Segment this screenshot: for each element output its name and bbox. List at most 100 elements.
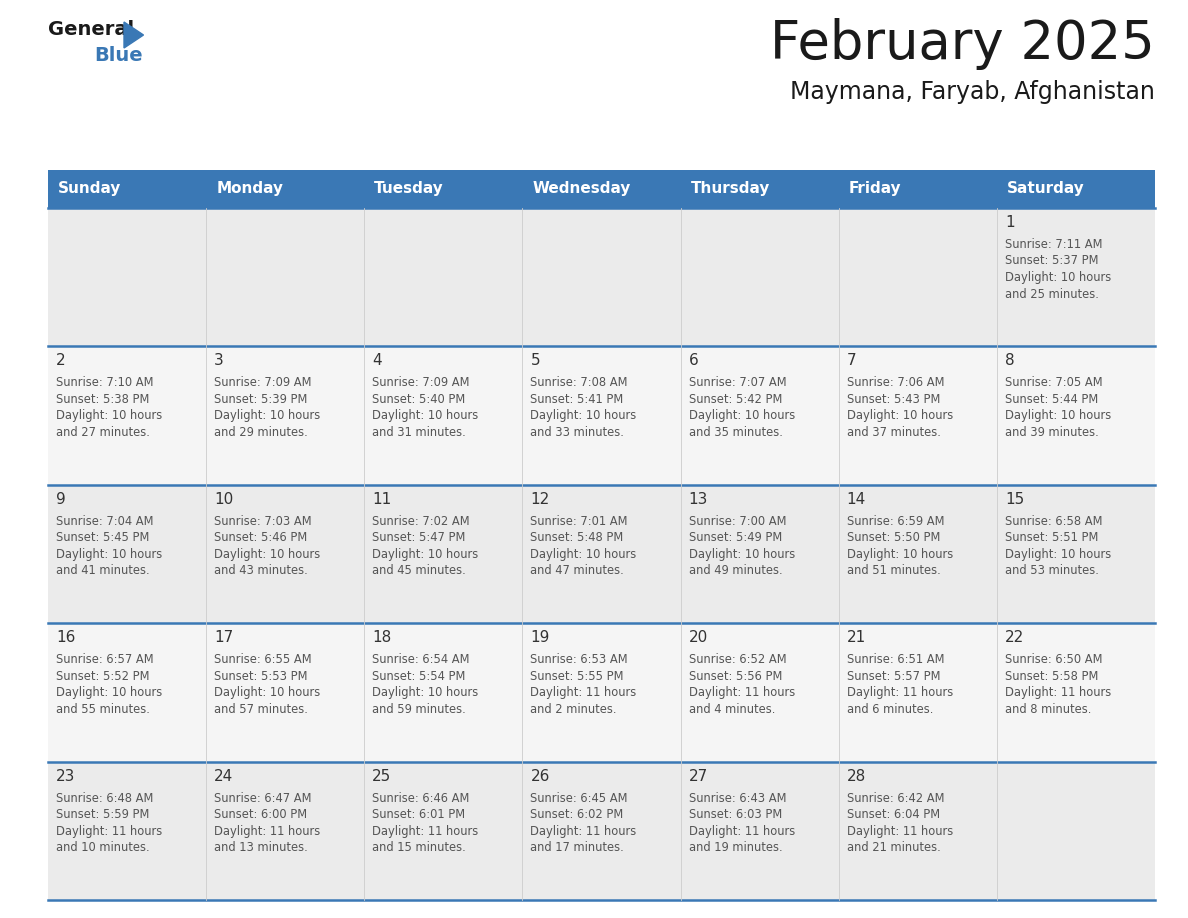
Text: Sunset: 5:37 PM: Sunset: 5:37 PM <box>1005 254 1099 267</box>
Text: 7: 7 <box>847 353 857 368</box>
Text: Sunset: 5:49 PM: Sunset: 5:49 PM <box>689 532 782 544</box>
Text: Sunset: 5:41 PM: Sunset: 5:41 PM <box>530 393 624 406</box>
Text: Daylight: 10 hours: Daylight: 10 hours <box>214 409 321 422</box>
Text: Daylight: 11 hours: Daylight: 11 hours <box>847 824 953 837</box>
Text: Sunrise: 7:10 AM: Sunrise: 7:10 AM <box>56 376 153 389</box>
Text: Sunrise: 6:59 AM: Sunrise: 6:59 AM <box>847 515 944 528</box>
Text: Daylight: 10 hours: Daylight: 10 hours <box>847 409 953 422</box>
Text: Daylight: 11 hours: Daylight: 11 hours <box>372 824 479 837</box>
Text: Daylight: 10 hours: Daylight: 10 hours <box>1005 271 1111 284</box>
Text: Sunset: 5:43 PM: Sunset: 5:43 PM <box>847 393 940 406</box>
Text: Sunrise: 6:46 AM: Sunrise: 6:46 AM <box>372 791 469 804</box>
Text: Sunset: 5:58 PM: Sunset: 5:58 PM <box>1005 670 1098 683</box>
Text: and 29 minutes.: and 29 minutes. <box>214 426 308 439</box>
Text: 20: 20 <box>689 630 708 645</box>
Text: 11: 11 <box>372 492 392 507</box>
Text: 27: 27 <box>689 768 708 784</box>
Text: Daylight: 10 hours: Daylight: 10 hours <box>530 409 637 422</box>
Text: Sunset: 6:03 PM: Sunset: 6:03 PM <box>689 808 782 821</box>
Text: 21: 21 <box>847 630 866 645</box>
Text: Sunset: 5:55 PM: Sunset: 5:55 PM <box>530 670 624 683</box>
Text: and 4 minutes.: and 4 minutes. <box>689 702 775 716</box>
Text: 1: 1 <box>1005 215 1015 230</box>
Text: and 53 minutes.: and 53 minutes. <box>1005 565 1099 577</box>
Text: and 51 minutes.: and 51 minutes. <box>847 565 941 577</box>
Text: Sunset: 5:51 PM: Sunset: 5:51 PM <box>1005 532 1098 544</box>
Text: Sunrise: 6:45 AM: Sunrise: 6:45 AM <box>530 791 628 804</box>
Bar <box>48 485 1155 623</box>
Text: Sunset: 5:57 PM: Sunset: 5:57 PM <box>847 670 940 683</box>
Text: Maymana, Faryab, Afghanistan: Maymana, Faryab, Afghanistan <box>790 80 1155 104</box>
Text: Sunset: 5:47 PM: Sunset: 5:47 PM <box>372 532 466 544</box>
Text: Sunrise: 7:05 AM: Sunrise: 7:05 AM <box>1005 376 1102 389</box>
Text: Daylight: 11 hours: Daylight: 11 hours <box>689 686 795 700</box>
Text: Sunrise: 6:42 AM: Sunrise: 6:42 AM <box>847 791 944 804</box>
Text: and 21 minutes.: and 21 minutes. <box>847 841 941 854</box>
Text: Sunrise: 7:11 AM: Sunrise: 7:11 AM <box>1005 238 1102 251</box>
Polygon shape <box>124 22 144 48</box>
Text: Daylight: 11 hours: Daylight: 11 hours <box>214 824 321 837</box>
Text: and 43 minutes.: and 43 minutes. <box>214 565 308 577</box>
Text: 13: 13 <box>689 492 708 507</box>
Text: Thursday: Thursday <box>690 182 770 196</box>
Text: Sunset: 5:56 PM: Sunset: 5:56 PM <box>689 670 782 683</box>
Text: Sunrise: 6:55 AM: Sunrise: 6:55 AM <box>214 654 311 666</box>
Text: and 35 minutes.: and 35 minutes. <box>689 426 783 439</box>
Text: Daylight: 10 hours: Daylight: 10 hours <box>56 548 163 561</box>
Text: 2: 2 <box>56 353 65 368</box>
Text: and 19 minutes.: and 19 minutes. <box>689 841 782 854</box>
Text: Sunset: 5:45 PM: Sunset: 5:45 PM <box>56 532 150 544</box>
Text: Daylight: 11 hours: Daylight: 11 hours <box>530 824 637 837</box>
Text: Daylight: 11 hours: Daylight: 11 hours <box>56 824 163 837</box>
Bar <box>48 623 1155 762</box>
Text: Daylight: 11 hours: Daylight: 11 hours <box>530 686 637 700</box>
Text: Sunrise: 7:07 AM: Sunrise: 7:07 AM <box>689 376 786 389</box>
Bar <box>48 762 1155 900</box>
Text: Daylight: 10 hours: Daylight: 10 hours <box>56 686 163 700</box>
Text: 12: 12 <box>530 492 550 507</box>
Text: Blue: Blue <box>94 46 143 65</box>
Text: Sunrise: 6:53 AM: Sunrise: 6:53 AM <box>530 654 628 666</box>
Text: 5: 5 <box>530 353 541 368</box>
Text: Sunset: 5:53 PM: Sunset: 5:53 PM <box>214 670 308 683</box>
Text: 8: 8 <box>1005 353 1015 368</box>
Text: Daylight: 11 hours: Daylight: 11 hours <box>847 686 953 700</box>
Text: Sunset: 5:40 PM: Sunset: 5:40 PM <box>372 393 466 406</box>
Text: Sunrise: 7:09 AM: Sunrise: 7:09 AM <box>214 376 311 389</box>
Text: 25: 25 <box>372 768 392 784</box>
Text: Sunset: 5:50 PM: Sunset: 5:50 PM <box>847 532 940 544</box>
Text: Sunset: 5:48 PM: Sunset: 5:48 PM <box>530 532 624 544</box>
Text: Sunrise: 7:04 AM: Sunrise: 7:04 AM <box>56 515 153 528</box>
Text: and 49 minutes.: and 49 minutes. <box>689 565 782 577</box>
Text: Sunset: 5:54 PM: Sunset: 5:54 PM <box>372 670 466 683</box>
Text: and 15 minutes.: and 15 minutes. <box>372 841 466 854</box>
Text: Sunrise: 6:57 AM: Sunrise: 6:57 AM <box>56 654 153 666</box>
Text: Saturday: Saturday <box>1007 182 1085 196</box>
Text: Sunset: 5:59 PM: Sunset: 5:59 PM <box>56 808 150 821</box>
Text: and 37 minutes.: and 37 minutes. <box>847 426 941 439</box>
Text: General: General <box>48 20 134 39</box>
Text: and 41 minutes.: and 41 minutes. <box>56 565 150 577</box>
Text: Sunset: 5:46 PM: Sunset: 5:46 PM <box>214 532 308 544</box>
Bar <box>48 346 1155 485</box>
Text: Sunday: Sunday <box>58 182 121 196</box>
Text: Sunrise: 6:50 AM: Sunrise: 6:50 AM <box>1005 654 1102 666</box>
Text: and 2 minutes.: and 2 minutes. <box>530 702 617 716</box>
Text: and 33 minutes.: and 33 minutes. <box>530 426 625 439</box>
Text: Daylight: 10 hours: Daylight: 10 hours <box>847 548 953 561</box>
Text: Sunrise: 7:01 AM: Sunrise: 7:01 AM <box>530 515 628 528</box>
Text: Sunset: 5:52 PM: Sunset: 5:52 PM <box>56 670 150 683</box>
Text: Sunrise: 6:47 AM: Sunrise: 6:47 AM <box>214 791 311 804</box>
Text: February 2025: February 2025 <box>770 18 1155 70</box>
Text: Sunset: 5:38 PM: Sunset: 5:38 PM <box>56 393 150 406</box>
Text: 9: 9 <box>56 492 65 507</box>
Text: 10: 10 <box>214 492 233 507</box>
Bar <box>48 208 1155 346</box>
Text: Sunset: 6:01 PM: Sunset: 6:01 PM <box>372 808 466 821</box>
Text: 22: 22 <box>1005 630 1024 645</box>
Text: and 27 minutes.: and 27 minutes. <box>56 426 150 439</box>
Text: and 59 minutes.: and 59 minutes. <box>372 702 466 716</box>
Text: 18: 18 <box>372 630 392 645</box>
Text: Daylight: 10 hours: Daylight: 10 hours <box>1005 548 1111 561</box>
Text: Sunset: 5:39 PM: Sunset: 5:39 PM <box>214 393 308 406</box>
